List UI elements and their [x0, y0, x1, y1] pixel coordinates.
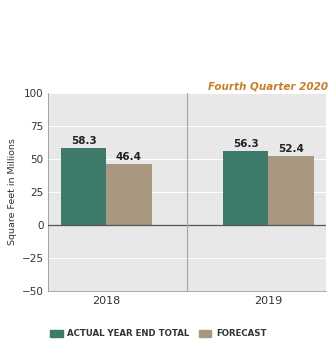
Text: 58.3: 58.3 [71, 136, 97, 146]
Text: U.S. Markets, Annual Net Absorption: U.S. Markets, Annual Net Absorption [10, 54, 217, 64]
Bar [106, 163, 152, 225]
Text: TABLE 2: TABLE 2 [10, 6, 44, 14]
Text: 56.3: 56.3 [233, 139, 258, 149]
Text: The NAIOP Office Space Demand Forecast: The NAIOP Office Space Demand Forecast [10, 22, 324, 35]
Text: 46.4: 46.4 [116, 152, 142, 162]
Bar [268, 155, 314, 225]
Legend: ACTUAL YEAR END TOTAL, FORECAST: ACTUAL YEAR END TOTAL, FORECAST [47, 326, 270, 342]
Bar [223, 151, 268, 225]
Text: 52.4: 52.4 [278, 144, 304, 154]
Bar [61, 148, 106, 225]
Text: Fourth Quarter 2020: Fourth Quarter 2020 [208, 82, 328, 92]
Y-axis label: Square Feet in Millions: Square Feet in Millions [8, 138, 17, 245]
